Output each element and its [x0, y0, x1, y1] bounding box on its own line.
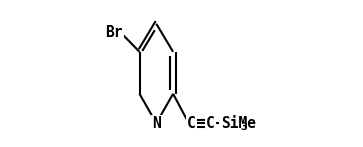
Text: C: C — [187, 116, 196, 131]
Text: SiMe: SiMe — [221, 116, 256, 131]
Text: Br: Br — [106, 25, 123, 40]
Text: 3: 3 — [240, 122, 247, 132]
Text: N: N — [152, 116, 161, 131]
Text: C: C — [206, 116, 215, 131]
